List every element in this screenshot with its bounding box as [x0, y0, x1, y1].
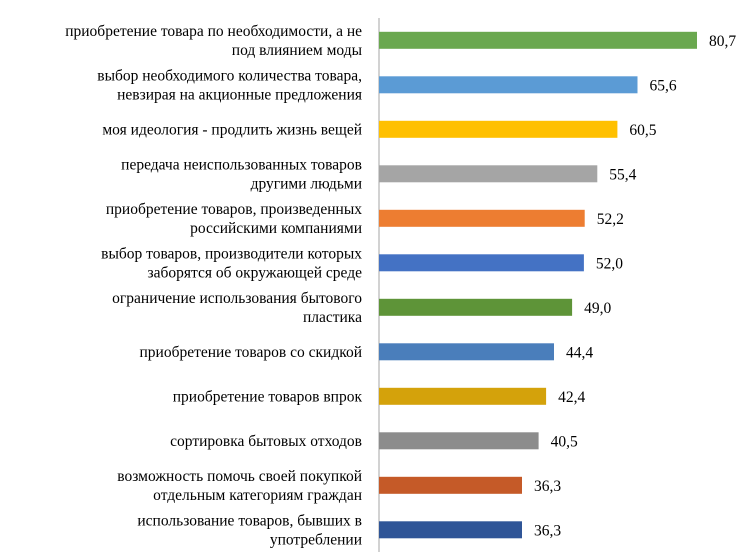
- category-label-5: приобретение товаров, произведенных росси…: [106, 201, 362, 237]
- category-labels-group: приобретение товара по необходимости, а …: [65, 23, 363, 548]
- value-label-7: 49,0: [584, 300, 611, 317]
- bar-7: [379, 298, 573, 316]
- value-label-10: 40,5: [551, 433, 578, 450]
- bar-5: [379, 209, 585, 227]
- category-label-line: приобретение товаров со скидкой: [140, 344, 363, 361]
- category-label-line: передача неиспользованных товаров: [121, 156, 362, 173]
- bars-group: [379, 31, 697, 539]
- category-label-line: другими людьми: [251, 175, 362, 192]
- value-label-11: 36,3: [534, 478, 561, 495]
- category-label-line: пластика: [303, 309, 362, 326]
- category-label-line: моя идеология - продлить жизнь вещей: [102, 121, 362, 138]
- category-label-10: сортировка бытовых отходов: [170, 433, 362, 450]
- category-label-line: приобретение товара по необходимости, а …: [65, 23, 362, 40]
- bar-8: [379, 343, 554, 361]
- category-label-7: ограничение использования бытового пласти…: [112, 290, 362, 326]
- value-label-2: 65,6: [650, 77, 677, 94]
- category-label-line: приобретение товаров впрок: [173, 388, 363, 405]
- category-label-9: приобретение товаров впрок: [173, 388, 363, 405]
- bar-3: [379, 120, 618, 138]
- value-label-5: 52,2: [597, 211, 624, 228]
- bar-10: [379, 432, 539, 450]
- value-label-4: 55,4: [609, 166, 636, 183]
- category-label-line: отдельным категориям граждан: [153, 487, 362, 504]
- value-label-6: 52,0: [596, 255, 623, 272]
- category-label-2: выбор необходимого количества товара, нев…: [97, 67, 362, 103]
- category-label-line: под влиянием моды: [232, 42, 363, 59]
- category-label-12: использование товаров, бывших в употребле…: [137, 512, 362, 548]
- value-label-9: 42,4: [558, 389, 585, 406]
- bar-9: [379, 387, 547, 405]
- bar-12: [379, 521, 522, 539]
- value-label-12: 36,3: [534, 522, 561, 539]
- bar-11: [379, 476, 522, 494]
- category-label-line: употреблении: [270, 531, 362, 548]
- value-labels-group: 80,7 65,6 60,5 55,4 52,2 52,0 49,0 44,4 42,4 40,5…: [534, 33, 736, 539]
- category-label-line: российскими компаниями: [190, 220, 362, 237]
- value-label-8: 44,4: [566, 344, 593, 361]
- category-label-line: выбор товаров, производители которых: [101, 245, 362, 262]
- category-label-line: сортировка бытовых отходов: [170, 433, 362, 450]
- category-label-8: приобретение товаров со скидкой: [140, 344, 363, 361]
- category-label-line: использование товаров, бывших в: [137, 512, 362, 529]
- category-label-3: моя идеология - продлить жизнь вещей: [102, 121, 362, 138]
- category-label-line: заборятся об окружающей среде: [148, 264, 363, 281]
- category-label-line: возможность помочь своей покупкой: [117, 468, 362, 485]
- category-label-4: передача неиспользованных товаров другими…: [121, 156, 362, 192]
- bar-1: [379, 31, 697, 49]
- category-label-11: возможность помочь своей покупкой отдельн…: [117, 468, 362, 504]
- value-label-1: 80,7: [709, 33, 736, 50]
- category-label-1: приобретение товара по необходимости, а …: [65, 23, 362, 59]
- category-label-6: выбор товаров, производители которых забо…: [101, 245, 362, 281]
- category-label-line: невзирая на акционные предложения: [117, 86, 362, 103]
- bar-4: [379, 165, 598, 183]
- category-label-line: ограничение использования бытового: [112, 290, 362, 307]
- bar-6: [379, 254, 584, 272]
- category-label-line: приобретение товаров, произведенных: [106, 201, 362, 218]
- category-label-line: выбор необходимого количества товара,: [97, 67, 362, 84]
- bar-2: [379, 76, 638, 94]
- value-label-3: 60,5: [629, 122, 656, 139]
